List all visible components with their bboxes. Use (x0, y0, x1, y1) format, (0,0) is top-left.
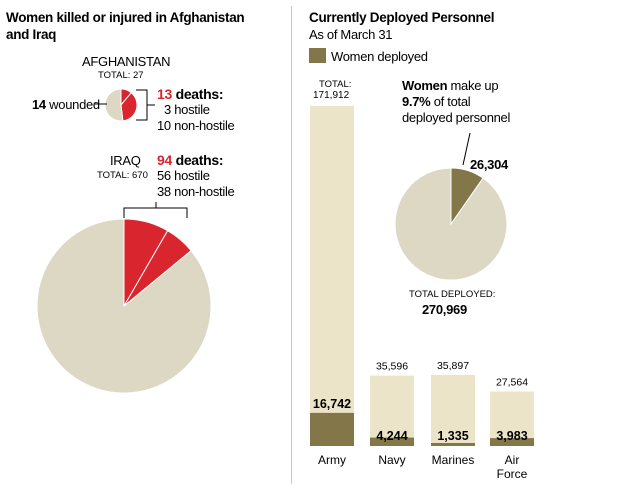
afghanistan-wounded-suffix: wounded (45, 97, 100, 112)
branch-bars: 16,742 Army 4,244 35,596 Navy 1,335 35,897 Mari… (310, 106, 534, 481)
casualty-pies (36, 88, 212, 394)
category-label: Marines (432, 453, 475, 467)
iraq-pie (36, 218, 212, 394)
iraq-non-hostile: 38 non-hostile (157, 184, 235, 199)
bar-women-army (310, 412, 354, 446)
panel-divider (291, 6, 292, 484)
total-value-label: 35,897 (437, 360, 469, 372)
legend-label-women: Women deployed (331, 49, 428, 64)
right-subtitle: As of March 31 (309, 27, 393, 42)
army-total-caption: TOTAL: (319, 79, 352, 90)
bar-women-air-force (490, 438, 534, 446)
afghanistan-pie (104, 88, 138, 122)
category-label: Army (318, 453, 346, 467)
afghanistan-total: TOTAL: 27 (98, 70, 144, 81)
afghanistan-deaths-suffix: deaths: (171, 86, 224, 102)
bar-total-navy (370, 375, 414, 446)
right-title: Currently Deployed Personnel (309, 10, 495, 25)
total-value-label: 27,564 (496, 376, 528, 388)
bar-total-marines (431, 375, 475, 446)
legend-swatch-women (309, 48, 326, 63)
pie-note-line3: deployed personnel (402, 110, 511, 125)
women-pie-leader (462, 132, 471, 166)
women-value-label: 1,335 (437, 429, 468, 443)
category-label: Force (497, 467, 528, 481)
iraq-hostile: 56 hostile (157, 168, 210, 183)
pie-note-line2: 9.7% of total (402, 94, 471, 109)
other-deployed-slice (394, 167, 508, 281)
afghanistan-deaths-label: 13 deaths: (157, 86, 224, 102)
afghanistan-wounded-label: 14 wounded (32, 97, 100, 112)
total-deployed-value: 270,969 (422, 302, 467, 317)
iraq-slice-wounded (36, 218, 212, 394)
afghanistan-deaths-bracket (136, 89, 148, 121)
category-label: Air (505, 453, 520, 467)
afghanistan-slice-wounded (104, 88, 124, 122)
iraq-deaths-bracket (123, 207, 188, 218)
category-label: Navy (378, 453, 405, 467)
afghanistan-deaths-count: 13 (157, 86, 172, 102)
deployed-chart: 16,742 Army 4,244 35,596 Navy 1,335 35,897 Mari… (310, 106, 534, 481)
pie-note-women: Women (402, 78, 448, 93)
women-value-label: 16,742 (313, 397, 351, 411)
left-title-line2: and Iraq (6, 27, 57, 42)
afghanistan-wounded-count: 14 (32, 97, 46, 112)
total-deployed-caption: TOTAL DEPLOYED: (409, 289, 496, 300)
bar-total-army (310, 106, 354, 446)
bar-women-marines (431, 443, 475, 446)
pie-note-percent: 9.7% (402, 94, 431, 109)
iraq-label: IRAQ (110, 153, 141, 168)
total-value-label: 35,596 (376, 361, 408, 373)
afghanistan-hostile: 3 hostile (164, 102, 210, 117)
pie-note-suffix: make up (447, 78, 499, 93)
women-value-label: 4,244 (376, 429, 407, 443)
afghanistan-non-hostile: 10 non-hostile (157, 118, 235, 133)
iraq-total: TOTAL: 670 (97, 170, 148, 181)
women-value-label: 3,983 (496, 429, 527, 443)
women-total-value: 26,304 (470, 157, 508, 172)
deployed-pie (394, 167, 508, 281)
bar-total-air-force (490, 391, 534, 446)
afghanistan-label: AFGHANISTAN (82, 54, 171, 69)
iraq-deaths-suffix: deaths: (171, 152, 224, 168)
iraq-deaths-count: 94 (157, 152, 172, 168)
pie-note-line1: Women make up (402, 78, 499, 93)
army-total-value: 171,912 (313, 90, 350, 101)
iraq-deaths-label: 94 deaths: (157, 152, 224, 168)
left-title-line1: Women killed or injured in Afghanistan (6, 10, 245, 25)
bar-women-navy (370, 437, 414, 446)
pie-note-of-total: of total (430, 94, 471, 109)
afghanistan-slice-non-hostile (120, 92, 138, 122)
